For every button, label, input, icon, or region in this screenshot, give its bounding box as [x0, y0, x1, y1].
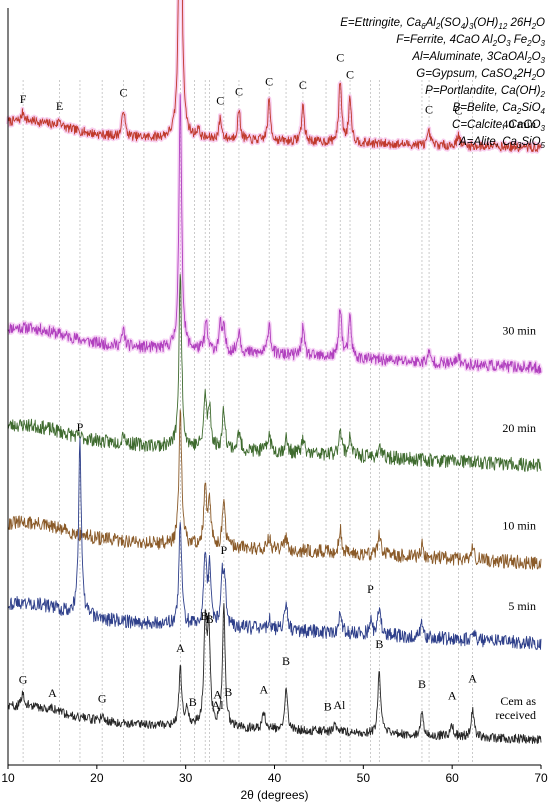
- peak-label: B: [324, 699, 332, 713]
- x-tick-label: 30: [179, 771, 193, 785]
- peak-label: C: [299, 78, 307, 92]
- peak-label: A: [448, 688, 457, 702]
- x-tick-label: 10: [1, 771, 15, 785]
- peak-label: C: [336, 51, 344, 65]
- legend-entry: P=Portlandite, Ca(OH)2: [425, 85, 545, 99]
- x-tick-label: 70: [534, 771, 548, 785]
- peak-label: C: [119, 86, 127, 100]
- peak-label: B: [375, 637, 383, 651]
- peak-label: C: [454, 104, 462, 118]
- x-tick-label: 20: [90, 771, 104, 785]
- series-label: Cem as received: [495, 694, 536, 722]
- series-label: 30 min: [502, 324, 536, 338]
- peak-label: B: [200, 609, 208, 623]
- peak-label: G: [98, 691, 107, 705]
- x-axis: 10 20 30 40 50 60 70 2θ (degrees): [1, 8, 548, 802]
- series-label: 10 min: [502, 519, 536, 533]
- peak-label: G: [19, 673, 28, 687]
- peak-label: P: [77, 420, 84, 434]
- series-label: 5 min: [508, 599, 536, 613]
- peak-label: A: [260, 682, 269, 696]
- peak-label: A: [468, 671, 477, 685]
- peak-label: E: [56, 99, 63, 113]
- peak-label: C: [265, 75, 273, 89]
- legend: E=Ettringite, Ca6Al2(SO4)3(OH)12 26H2O F=…: [340, 17, 545, 150]
- series-line: [7, 409, 542, 570]
- peak-label: Al: [333, 698, 346, 712]
- legend-entry: C=Calcite, CaCO3: [452, 119, 546, 133]
- series-line: [7, 436, 542, 651]
- legend-entry: A=Alite, Ca3SiO5: [458, 136, 545, 150]
- reference-lines: [22, 80, 473, 763]
- series-line: [7, 273, 542, 472]
- x-tick-label: 50: [357, 771, 371, 785]
- legend-entry: E=Ettringite, Ca6Al2(SO4)3(OH)12 26H2O: [340, 17, 545, 31]
- x-tick-label: 60: [445, 771, 459, 785]
- peak-label: P: [221, 543, 228, 557]
- series-label: 40 min: [502, 117, 536, 131]
- legend-entry: B=Belite, Ca2SiO4: [453, 102, 546, 116]
- peak-label: B: [189, 695, 197, 709]
- peak-label: B: [282, 654, 290, 668]
- peak-label: Al: [212, 698, 225, 712]
- peak-label: B: [418, 677, 426, 691]
- peak-label: A: [213, 688, 222, 702]
- series-line: [7, 603, 542, 745]
- peak-label: B: [224, 685, 232, 699]
- series-line: [7, 0, 542, 153]
- peak-label: C: [346, 68, 354, 82]
- series-line: [7, 94, 542, 374]
- peak-label: B: [206, 612, 214, 626]
- peak-label: C: [425, 102, 433, 116]
- series-label: 20 min: [502, 421, 536, 435]
- x-tick-label: 40: [268, 771, 282, 785]
- peak-label: F: [20, 92, 27, 106]
- legend-entry: F=Ferrite, 4CaO Al2O3 Fe2O3: [396, 34, 545, 48]
- peak-label: P: [367, 582, 374, 596]
- legend-entry: Al=Aluminate, 3CaOAl2O3: [411, 51, 545, 65]
- x-axis-label: 2θ (degrees): [240, 788, 308, 802]
- peak-label: A: [48, 686, 57, 700]
- peak-label: C: [235, 85, 243, 99]
- legend-entry: G=Gypsum, CaSO42H2O: [416, 68, 545, 82]
- peak-label: A: [176, 641, 185, 655]
- series-group: [6, 0, 543, 745]
- peak-label: C: [216, 94, 224, 108]
